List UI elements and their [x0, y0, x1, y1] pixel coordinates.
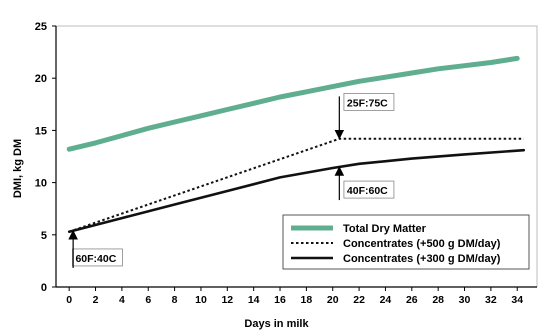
y-axis-label: DMI, kg DM — [12, 139, 24, 198]
x-tick-label: 4 — [119, 294, 125, 306]
legend-label-1: Concentrates (+500 g DM/day) — [343, 238, 501, 250]
x-axis-label: Days in milk — [244, 318, 309, 330]
legend: Total Dry Matter Concentrates (+500 g DM/… — [282, 214, 530, 270]
legend-box — [282, 214, 530, 270]
x-tick-label: 34 — [511, 294, 523, 306]
x-tick-label: 32 — [485, 294, 497, 306]
x-tick-label: 12 — [221, 294, 233, 306]
legend-label-0: Total Dry Matter — [343, 223, 427, 235]
x-tick-label: 26 — [406, 294, 418, 306]
annotations-group: 60F:40C 25F:75C 40F:60C — [68, 92, 395, 268]
legend-label-2: Concentrates (+300 g DM/day) — [343, 253, 501, 265]
series-line-2 — [67, 148, 526, 233]
annotation-label: 60F:40C — [75, 253, 116, 265]
x-tick-label: 22 — [353, 294, 365, 306]
y-tick-label: 25 — [35, 21, 47, 33]
x-tick-label: 8 — [172, 294, 178, 306]
annotation-label: 25F:75C — [347, 97, 388, 109]
x-tick-label: 24 — [380, 294, 392, 306]
x-tick-label: 2 — [93, 294, 99, 306]
y-tick-label: 15 — [35, 125, 47, 137]
x-tick-label: 20 — [327, 294, 339, 306]
y-tick-label: 5 — [41, 230, 47, 242]
x-tick-label: 16 — [274, 294, 286, 306]
annotation-label: 40F:60C — [347, 185, 388, 197]
x-tick-label: 0 — [66, 294, 72, 306]
x-tick-label: 18 — [301, 294, 313, 306]
x-tick-label: 6 — [145, 294, 151, 306]
x-tick-label: 30 — [459, 294, 471, 306]
x-tick-label: 28 — [432, 294, 444, 306]
annotation-box — [343, 92, 395, 111]
annotation-box — [343, 180, 395, 199]
series-line-0 — [66, 55, 520, 152]
x-tick-label: 10 — [195, 294, 207, 306]
annotation-box — [72, 248, 123, 267]
y-tick-label: 20 — [35, 73, 47, 85]
y-tick-label: 10 — [35, 178, 47, 190]
x-tick-label: 14 — [248, 294, 260, 306]
y-tick-label: 0 — [41, 282, 47, 294]
